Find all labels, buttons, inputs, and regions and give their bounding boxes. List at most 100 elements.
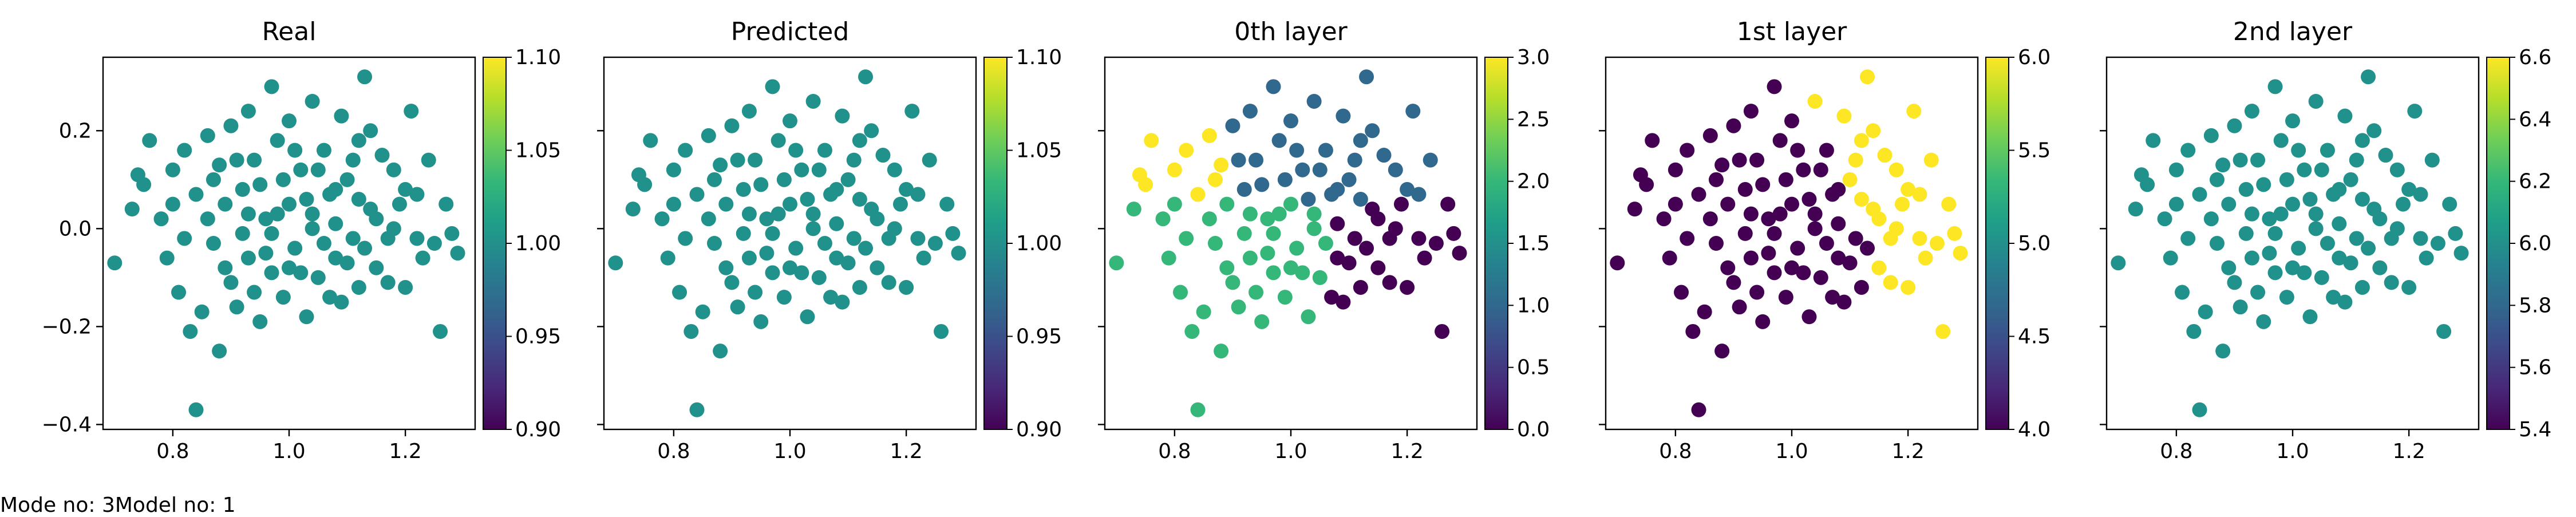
data-point: [654, 211, 670, 227]
data-point: [765, 265, 780, 281]
data-point: [287, 143, 303, 158]
data-point: [223, 118, 239, 133]
data-point: [2378, 148, 2393, 163]
data-point: [771, 133, 786, 148]
data-point: [2180, 231, 2196, 246]
data-point: [1691, 402, 1706, 417]
data-point: [1295, 265, 1310, 281]
x-tick-label: 1.2: [389, 440, 421, 463]
data-point: [1330, 181, 1345, 197]
data-point: [713, 344, 728, 359]
data-point: [1784, 260, 1799, 275]
data-point: [1312, 162, 1327, 177]
data-point: [2389, 221, 2405, 236]
data-point: [1941, 196, 1957, 212]
data-point: [2285, 196, 2300, 212]
data-point: [1400, 181, 1415, 197]
data-point: [2192, 187, 2207, 202]
data-point: [398, 181, 413, 197]
data-point: [765, 226, 780, 241]
data-point: [2198, 304, 2213, 319]
data-point: [1306, 221, 1322, 236]
data-point: [1819, 143, 1834, 158]
data-point: [1295, 162, 1310, 177]
data-point: [2215, 157, 2231, 173]
data-point: [2332, 216, 2347, 231]
data-point: [1796, 162, 1811, 177]
data-point: [672, 285, 688, 300]
data-point: [1761, 211, 1776, 227]
data-point: [765, 79, 780, 94]
data-point: [1202, 128, 1217, 143]
data-point: [357, 240, 373, 256]
data-point: [293, 265, 309, 281]
data-point: [829, 181, 844, 197]
data-point: [2326, 290, 2341, 305]
data-point: [2291, 240, 2306, 256]
data-point: [1190, 402, 1206, 417]
data-point: [1743, 250, 1759, 266]
data-point: [741, 250, 757, 266]
data-point: [270, 206, 285, 222]
data-point: [741, 104, 757, 119]
data-point: [805, 93, 821, 109]
data-point: [142, 133, 157, 148]
data-point: [1405, 104, 1421, 119]
data-point: [1778, 172, 1793, 187]
data-point: [736, 226, 751, 241]
data-point: [1702, 211, 1718, 227]
data-point: [1231, 152, 1246, 168]
data-point: [666, 196, 681, 212]
data-point: [421, 152, 436, 168]
data-point: [887, 162, 902, 177]
data-point: [759, 211, 775, 227]
data-point: [1668, 162, 1683, 177]
data-point: [748, 285, 763, 300]
data-point: [1231, 299, 1246, 315]
data-point: [2227, 118, 2242, 133]
data-point: [264, 265, 279, 281]
data-point: [1207, 172, 1223, 187]
data-point: [1336, 108, 1351, 124]
data-point: [927, 236, 943, 251]
data-point: [334, 108, 349, 124]
data-point: [1347, 231, 1362, 246]
data-point: [1831, 250, 1846, 266]
data-point: [1807, 206, 1823, 222]
data-point: [1341, 255, 1357, 271]
data-point: [1167, 196, 1182, 212]
data-point: [2401, 181, 2417, 197]
data-point: [2221, 260, 2237, 275]
data-point: [1697, 304, 1712, 319]
data-point: [1277, 290, 1293, 305]
data-point: [2244, 250, 2259, 266]
data-point: [2273, 133, 2289, 148]
data-point: [1236, 226, 1252, 241]
data-point: [1370, 260, 1386, 275]
data-point: [922, 152, 937, 168]
data-point: [2453, 246, 2469, 261]
data-point: [2267, 79, 2283, 94]
data-point: [1283, 260, 1298, 275]
colorbar-tick-label: 1.10: [1016, 46, 1062, 69]
data-point: [404, 104, 419, 119]
data-point: [2302, 309, 2318, 325]
data-point: [1260, 246, 1275, 261]
data-point: [643, 133, 658, 148]
data-point: [1912, 231, 1927, 246]
data-point: [1947, 226, 1962, 241]
data-point: [2332, 250, 2347, 266]
data-point: [899, 279, 914, 295]
data-point: [1854, 279, 1869, 295]
data-point: [2233, 152, 2248, 168]
colorbar-tick-label: 6.4: [2519, 108, 2551, 131]
data-point: [846, 231, 862, 246]
data-point: [2366, 123, 2382, 139]
data-point: [1662, 250, 1677, 266]
panel-2: Predicted 0.8 1.0 1.2 0.90 0.95 1.00 1.05 1.10: [597, 17, 1062, 463]
colorbar-tick-label: 6.0: [2018, 46, 2050, 69]
data-point: [1428, 236, 1444, 251]
data-point: [2256, 177, 2271, 192]
data-point: [2157, 211, 2172, 227]
data-point: [2349, 152, 2364, 168]
